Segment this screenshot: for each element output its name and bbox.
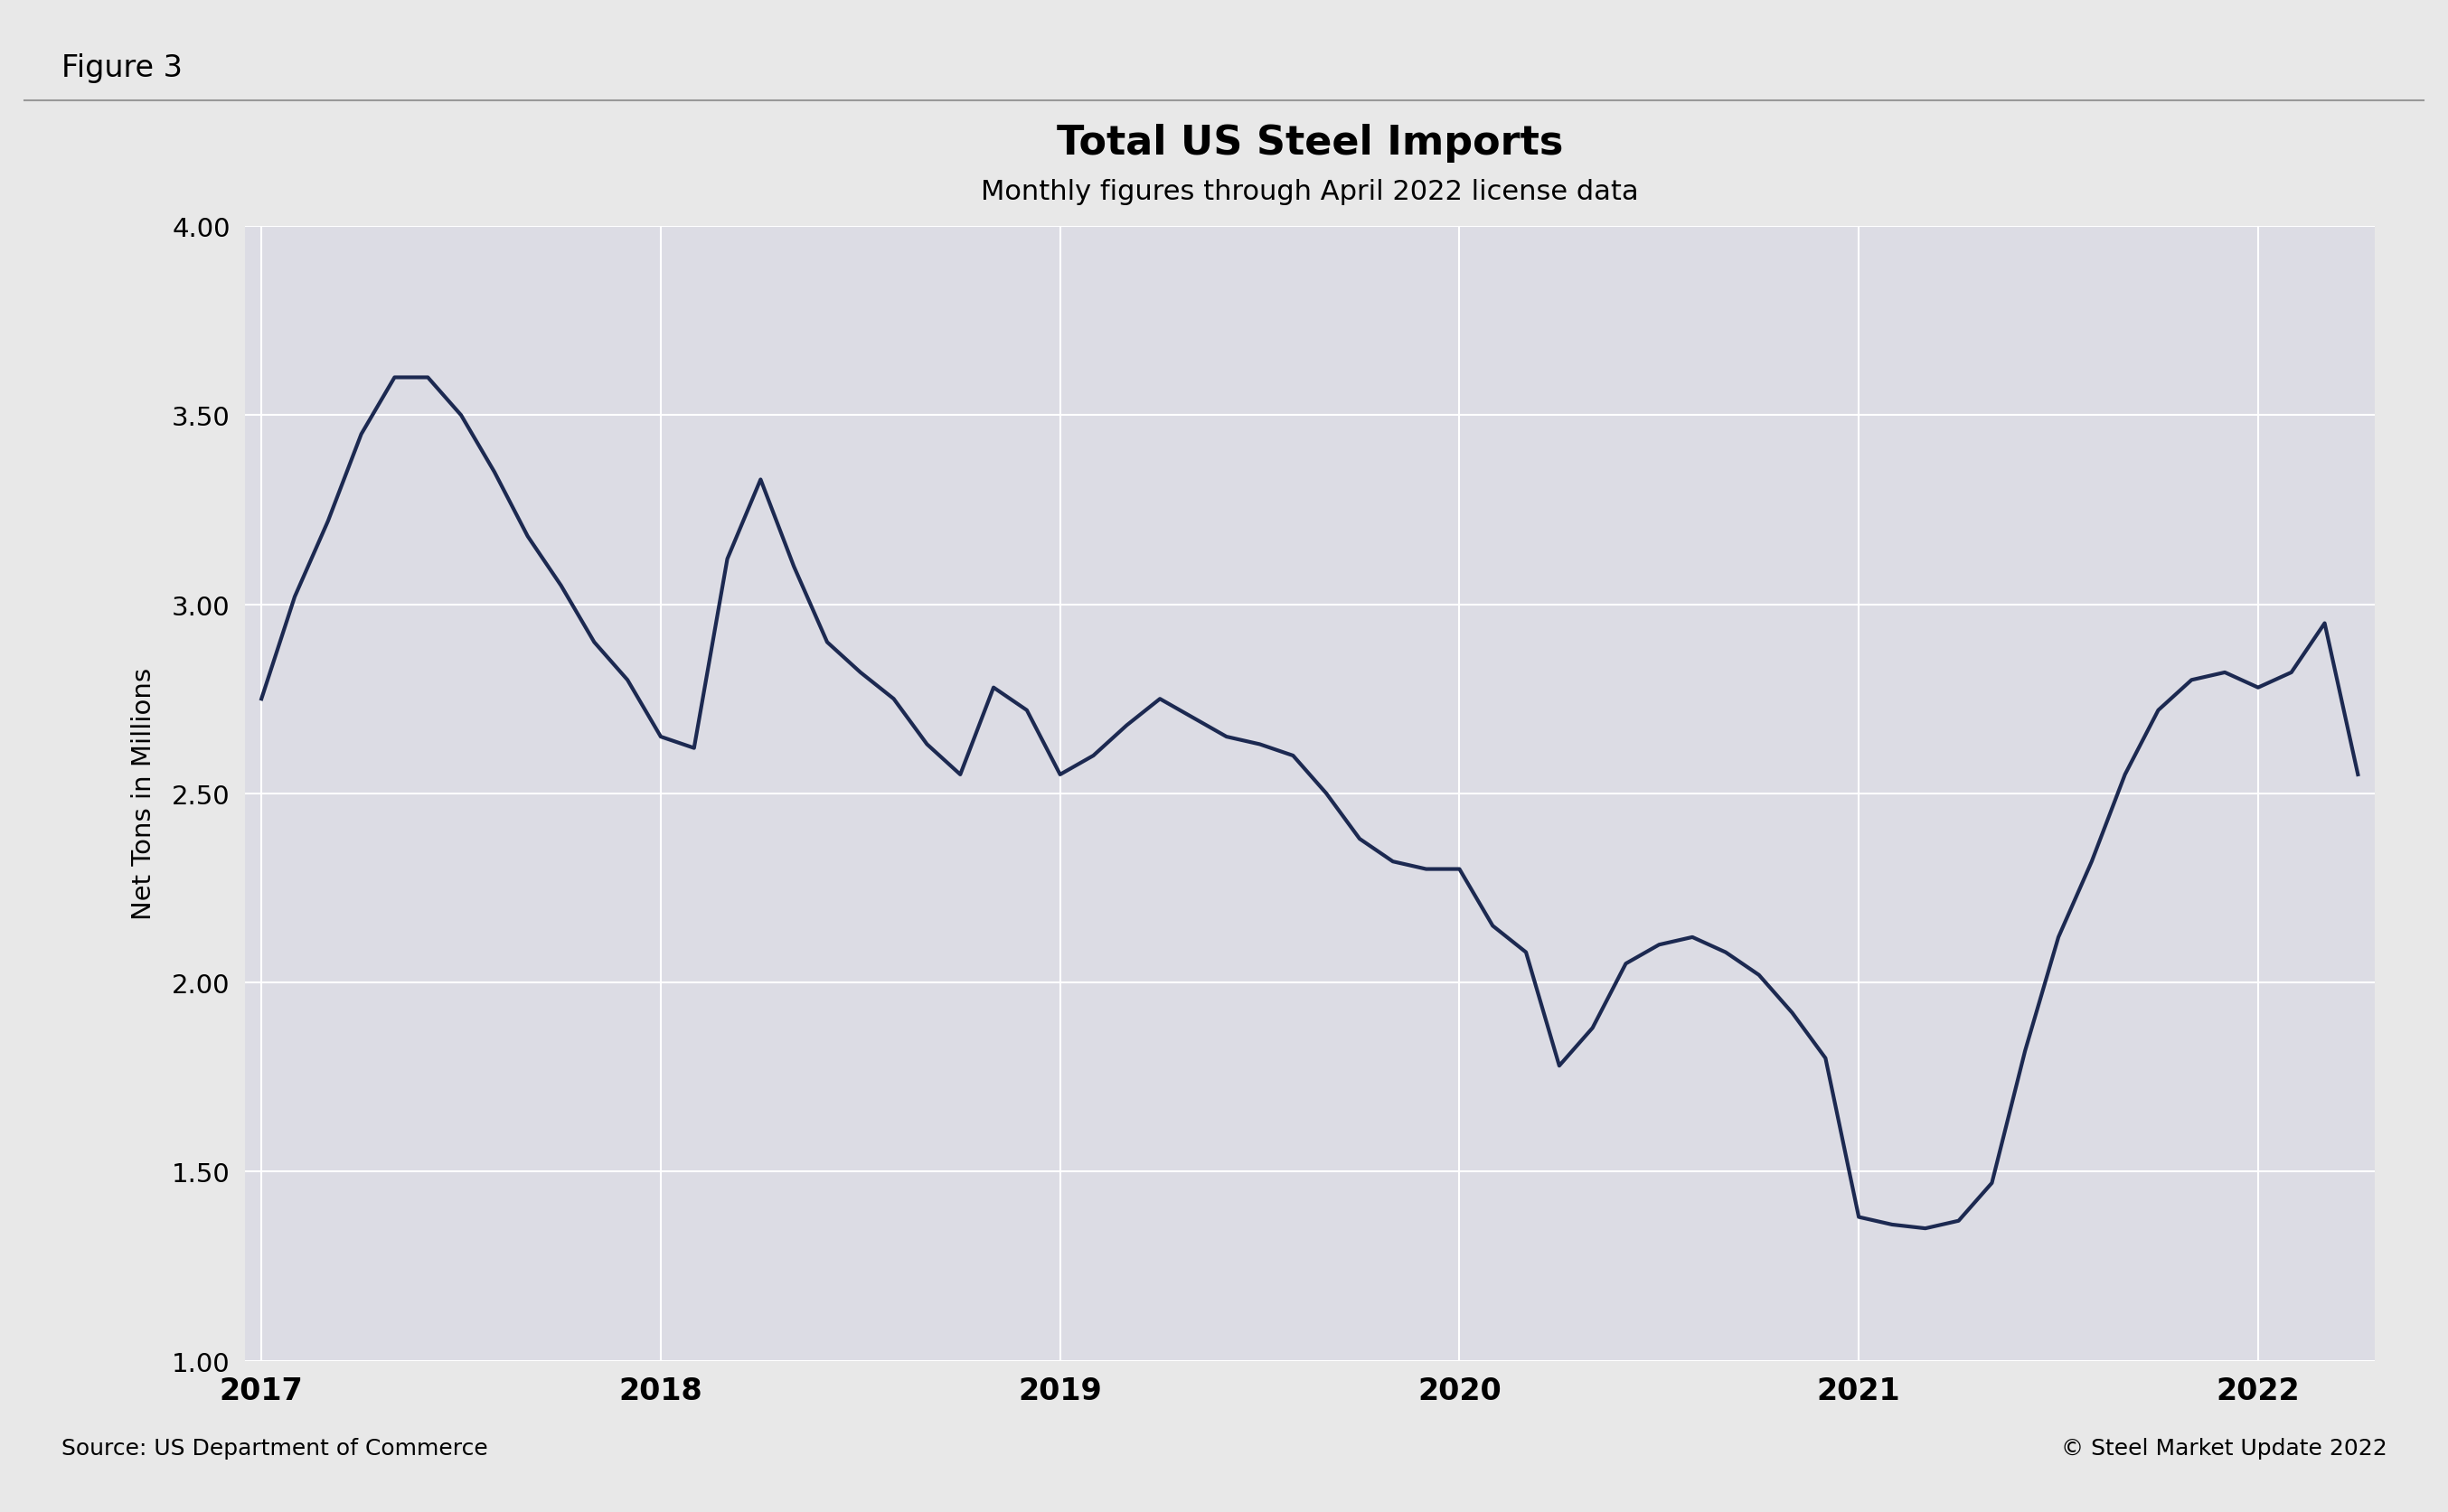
- Text: Source: US Department of Commerce: Source: US Department of Commerce: [61, 1438, 487, 1459]
- Text: Figure 3: Figure 3: [61, 53, 181, 83]
- Text: © Steel Market Update 2022: © Steel Market Update 2022: [2061, 1438, 2387, 1459]
- Text: Monthly figures through April 2022 license data: Monthly figures through April 2022 licen…: [982, 178, 1638, 204]
- Y-axis label: Net Tons in Millions: Net Tons in Millions: [132, 668, 157, 919]
- Text: Total US Steel Imports: Total US Steel Imports: [1058, 124, 1562, 163]
